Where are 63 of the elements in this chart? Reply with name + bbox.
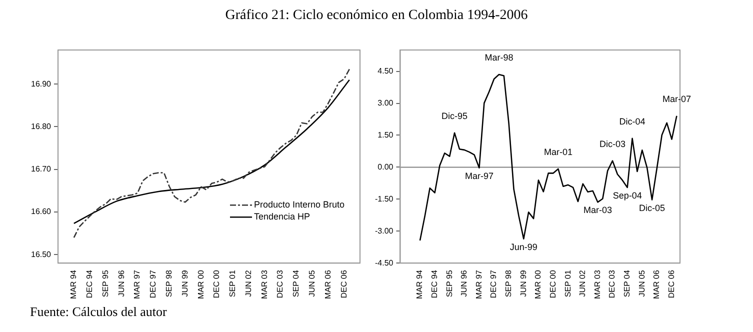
x-tick-label: SEP 95 xyxy=(100,270,110,298)
y-tick-label: 16.60 xyxy=(30,207,52,216)
legend-label: Producto Interno Bruto xyxy=(254,200,345,210)
annotation: Sep-04 xyxy=(612,190,642,200)
x-tick-label: JUN 96 xyxy=(116,270,126,297)
x-tick-label: DEC 03 xyxy=(608,270,617,298)
x-tick-label: DEC 97 xyxy=(148,270,158,298)
y-tick-label: 4.50 xyxy=(378,66,394,76)
annotation: Dic-04 xyxy=(619,116,646,126)
x-tick-label: MAR 97 xyxy=(132,270,142,300)
y-tick-label: 1.50 xyxy=(378,130,394,140)
x-tick-label: MAR 94 xyxy=(415,270,424,300)
y-tick-label: -3.00 xyxy=(375,226,394,236)
y-tick-label: -4.50 xyxy=(375,258,394,268)
annotation: Mar-01 xyxy=(544,146,572,157)
x-tick-label: JUN 05 xyxy=(308,270,317,297)
x-tick-label: MAR 03 xyxy=(592,270,602,300)
x-tick-label: JUN 99 xyxy=(518,270,528,297)
x-tick-label: SEP 01 xyxy=(563,270,572,298)
x-tick-label: DEC 03 xyxy=(276,270,285,298)
x-tick-label: DEC 94 xyxy=(85,270,94,298)
y-tick-label: 16.50 xyxy=(30,250,52,259)
x-tick-label: MAR 00 xyxy=(196,270,206,300)
x-tick-label: MAR 06 xyxy=(652,270,662,300)
y-tick-label: 3.00 xyxy=(378,98,394,108)
y-tick-label: 0.00 xyxy=(378,162,394,172)
y-tick-label: 16.90 xyxy=(30,79,52,88)
x-tick-label: DEC 00 xyxy=(212,270,222,298)
source-note: Fuente: Cálculos del autor xyxy=(30,304,167,320)
annotation: Dic-95 xyxy=(442,110,468,121)
x-tick-label: JUN 96 xyxy=(460,270,469,297)
x-tick-label: DEC 06 xyxy=(339,270,348,298)
x-tick-label: SEP 04 xyxy=(292,270,301,298)
y-tick-label: 16.80 xyxy=(30,122,52,131)
annotation: Mar-03 xyxy=(583,205,612,216)
annotation: Mar-97 xyxy=(464,170,494,181)
x-tick-label: JUN 02 xyxy=(578,270,588,297)
x-tick-label: JUN 99 xyxy=(180,270,190,297)
x-tick-label: JUN 05 xyxy=(637,270,646,297)
x-tick-label: MAR 97 xyxy=(474,270,484,300)
y-tick-label: -1.50 xyxy=(375,194,394,204)
x-tick-label: MAR 00 xyxy=(534,270,543,300)
y-tick-label: 16.70 xyxy=(30,164,52,174)
annotation: Dic-03 xyxy=(600,138,626,149)
x-tick-label: SEP 98 xyxy=(504,270,514,298)
chart-title: Gráfico 21: Ciclo económico en Colombia 1994-2006 xyxy=(224,8,529,24)
x-tick-label: DEC 00 xyxy=(548,270,558,298)
x-tick-label: MAR 03 xyxy=(260,270,269,300)
legend-label: Tendencia HP xyxy=(254,212,310,222)
x-tick-label: DEC 94 xyxy=(430,270,439,298)
x-tick-label: SEP 98 xyxy=(164,270,174,298)
x-tick-label: SEP 01 xyxy=(228,270,238,298)
annotation: Mar-98 xyxy=(484,52,514,62)
x-tick-label: DEC 97 xyxy=(489,270,498,298)
x-tick-label: MAR 94 xyxy=(69,270,78,300)
x-tick-label: MAR 06 xyxy=(323,270,332,300)
x-tick-label: DEC 06 xyxy=(666,270,676,298)
x-tick-label: SEP 95 xyxy=(444,270,454,298)
annotation: Mar-07 xyxy=(662,94,691,104)
annotation: Dic-05 xyxy=(639,202,666,213)
x-tick-label: SEP 04 xyxy=(622,270,632,298)
x-tick-label: JUN 02 xyxy=(244,270,253,297)
annotation: Jun-99 xyxy=(510,242,538,252)
